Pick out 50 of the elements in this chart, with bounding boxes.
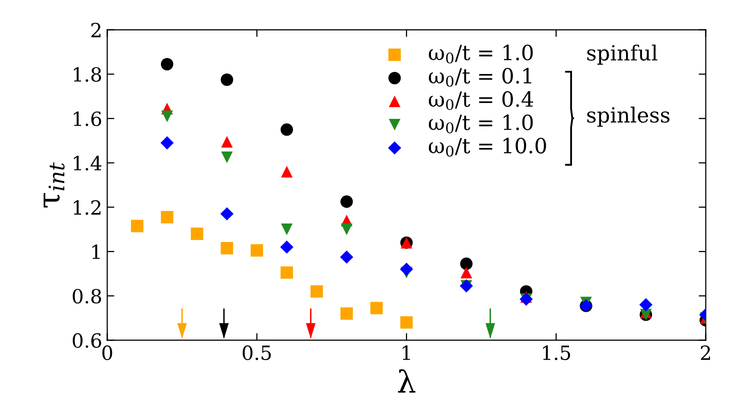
point	[460, 258, 473, 270]
y-tick-label: 0.6	[72, 333, 102, 348]
point	[130, 220, 144, 232]
y-tick-label: 0.8	[72, 288, 102, 304]
point	[400, 316, 413, 329]
point	[161, 110, 173, 122]
y-tick-label: 1.2	[74, 200, 100, 215]
point	[280, 240, 294, 254]
legend-label: ω$_{0}$/t = 10.0	[428, 138, 546, 157]
point	[460, 266, 472, 278]
point	[340, 250, 354, 264]
legend-label: ω$_{0}$/t = 1.0	[428, 44, 533, 64]
point	[190, 228, 204, 240]
point	[250, 244, 264, 257]
y-tick-label: 1.6	[74, 111, 102, 126]
point	[340, 224, 352, 236]
point	[370, 302, 383, 314]
y-tick-label: 2	[91, 22, 100, 38]
x-axis-title: λ	[398, 369, 416, 393]
point	[160, 58, 174, 70]
point	[160, 210, 174, 224]
point	[220, 207, 234, 220]
y-tick-label: 1.8	[74, 67, 102, 82]
point	[280, 123, 294, 136]
x-tick-label: 0.5	[242, 345, 271, 360]
legend-label: ω$_{0}$/t = 0.1	[428, 68, 532, 87]
point	[220, 242, 234, 254]
point	[310, 285, 323, 298]
point	[221, 151, 233, 164]
point	[280, 224, 293, 236]
point	[221, 136, 233, 148]
y-axis-title: τ$_{int}$	[44, 162, 65, 208]
point	[340, 195, 353, 208]
y-tick-label: 1.4	[74, 156, 102, 171]
point	[160, 136, 174, 150]
x-tick-label: 2	[700, 345, 710, 360]
x-tick-label: 1.5	[543, 345, 570, 360]
point	[639, 298, 652, 312]
point	[280, 266, 294, 279]
point	[340, 307, 353, 320]
y-tick-label: 1	[92, 244, 100, 259]
point	[280, 166, 293, 178]
legend-label: ω$_{0}$/t = 0.4	[428, 91, 534, 110]
annotation: spinless	[587, 106, 670, 127]
x-tick-label: 0	[102, 345, 112, 360]
point	[400, 262, 414, 276]
x-tick-label: 1	[402, 345, 410, 360]
legend-label: ω$_{0}$/t = 1.0	[428, 114, 533, 134]
annotation: spinful	[587, 44, 658, 65]
point	[220, 73, 234, 86]
